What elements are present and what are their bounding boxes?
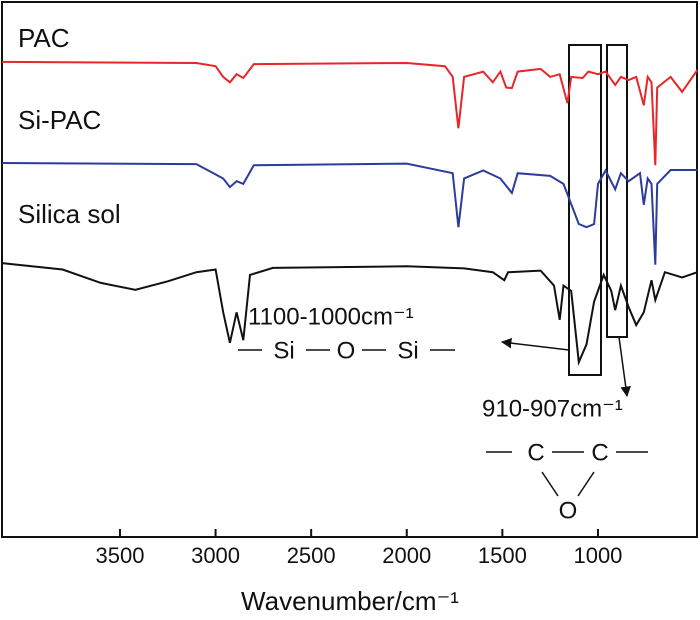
bond xyxy=(541,471,559,497)
arrow xyxy=(500,337,570,351)
x-tick-label: 1500 xyxy=(478,543,527,568)
spectrum-line xyxy=(1,60,699,166)
annotation: Si xyxy=(273,337,294,364)
x-tick-label: 2500 xyxy=(287,543,336,568)
series-label: Si-PAC xyxy=(18,105,101,135)
annotation: O xyxy=(337,337,356,364)
plot-frame xyxy=(1,1,698,538)
annotation: 1100-1000cm⁻¹ xyxy=(248,303,414,330)
x-tick-label: 2000 xyxy=(382,543,431,568)
annotation: C xyxy=(591,439,608,466)
annotation: C xyxy=(527,439,544,466)
x-tick-label: 1000 xyxy=(573,543,622,568)
series-label: PAC xyxy=(18,23,70,53)
bond xyxy=(577,471,595,497)
x-axis-label: Wavenumber/cm⁻¹ xyxy=(241,586,459,616)
annotation: 910-907cm⁻¹ xyxy=(482,395,623,422)
region-box xyxy=(568,44,602,376)
region-box xyxy=(606,44,628,338)
series-label: Silica sol xyxy=(18,199,121,229)
annotation: Si xyxy=(397,337,418,364)
spectrum-line xyxy=(1,162,698,265)
spectrum-line xyxy=(1,262,698,366)
x-tick-label: 3500 xyxy=(95,543,144,568)
annotation: O xyxy=(559,497,578,524)
x-tick-label: 3000 xyxy=(191,543,240,568)
arrow xyxy=(618,336,631,398)
